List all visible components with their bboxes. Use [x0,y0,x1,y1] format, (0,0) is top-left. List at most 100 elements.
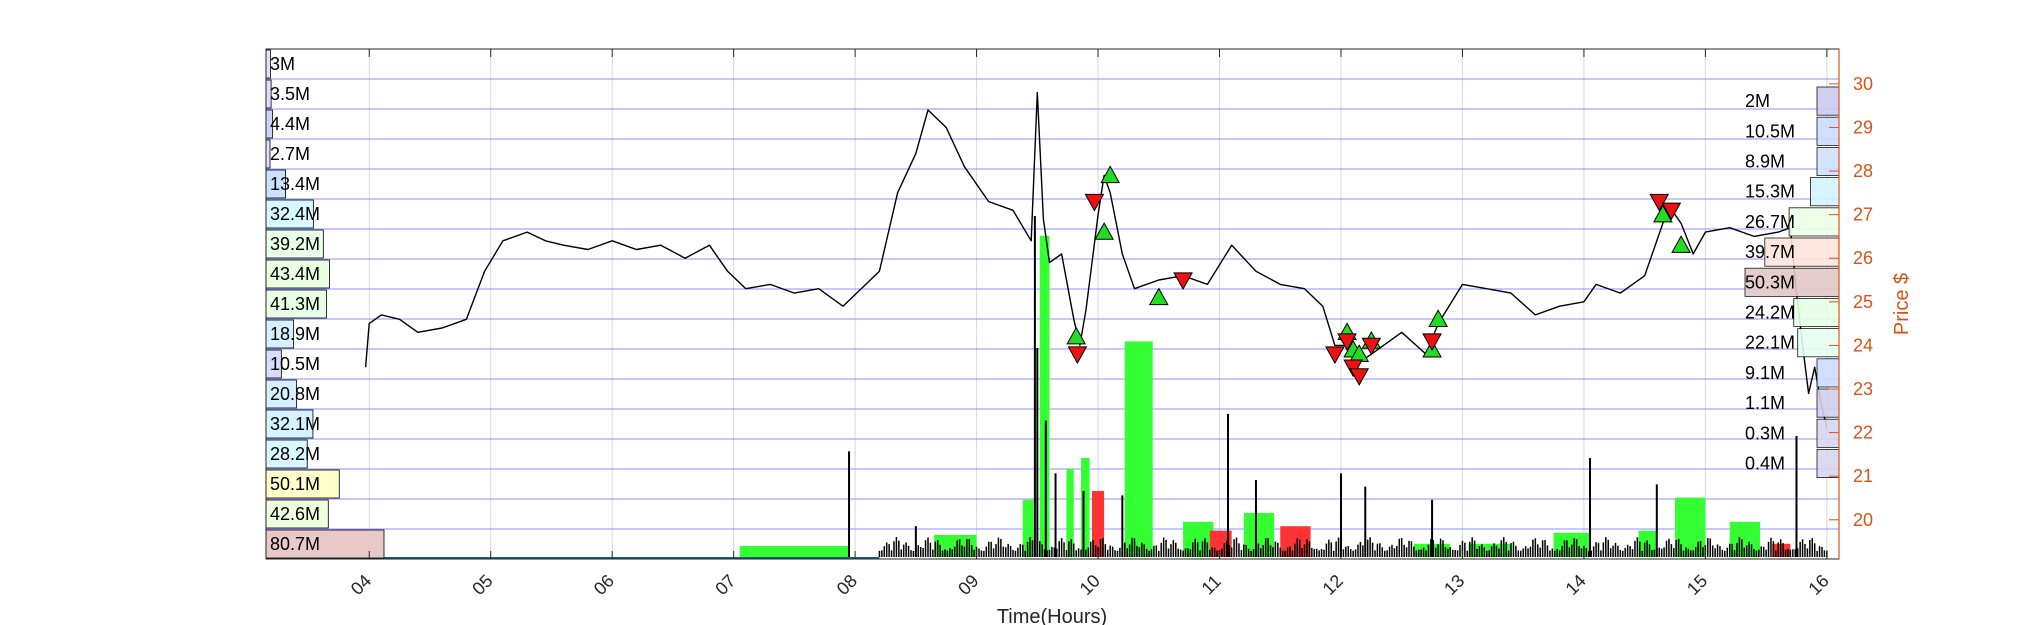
volume-profile-right-label: 24.2M [1745,303,1795,323]
price-series-line [364,91,1828,429]
volume-profile-right-bar [1810,177,1840,207]
x-tick-label: 04 [347,571,375,599]
x-tick-label: 12 [1319,571,1347,599]
sell-marker [1661,202,1682,221]
y-tick-label: 27 [1853,205,1873,225]
volume-profile-left-label: 39.2M [270,234,320,254]
volume-profile-left-label: 2.7M [270,144,310,164]
volume-bar [1081,458,1090,557]
y-axis-right: 20 21 22 23 24 25 26 27 28 29 30 [1829,49,1873,559]
volume-profile-right-label: 22.1M [1745,333,1795,353]
x-tick-label: 05 [468,571,496,599]
volume-profile-right-bar [1764,237,1840,267]
volume-profile-right-label: 0.4M [1745,454,1785,474]
volume-profile-left-label: 4.4M [270,114,310,134]
volume-profile-left-label: 20.8M [270,384,320,404]
y-axis-label: Price $ [1891,273,1913,335]
x-tick-label: 09 [954,571,982,599]
buy-marker [1148,287,1169,306]
volume-profile-left-bar [265,289,327,319]
volume-profile-left-label: 3.5M [270,84,310,104]
y-tick-label: 22 [1853,423,1873,443]
sell-marker [1067,346,1088,365]
y-tick-label: 25 [1853,292,1873,312]
volume-profile-left-label: 13.4M [270,174,320,194]
volume-profile-left-bar [265,229,324,259]
sell-marker [1173,272,1193,291]
buy-marker [1653,204,1673,223]
volume-profile-left-bar [265,469,340,499]
sell-marker [1649,193,1670,212]
volume-profile-left-label: 42.6M [270,504,320,524]
volume-profile-left-bar [265,259,330,289]
y-tick-label: 24 [1853,335,1873,355]
sell-marker [1361,337,1382,356]
volume-profile-right-bar [1816,388,1840,418]
sell-marker [1349,368,1370,386]
x-axis-label: Time(Hours) [997,606,1107,625]
volume-profile-right-bar [1797,328,1840,358]
volume-profile-right-bar [1788,207,1840,237]
y-tick-label: 30 [1853,74,1873,94]
volume-profile-right-bar [1793,297,1840,327]
sell-marker [1325,346,1345,365]
x-tick-label: 14 [1562,571,1590,599]
y-tick-label: 28 [1853,161,1873,181]
volume-profile-right-label: 39.7M [1745,242,1795,262]
x-tick-label: 10 [1076,571,1104,599]
volume-profile-right-label: 2M [1745,91,1770,111]
volume-profile-left-label: 32.4M [270,204,320,224]
price-line [364,91,1828,429]
volume-profile-left-bar [265,319,295,349]
y-tick-label: 23 [1853,379,1873,399]
volume-bars [266,216,1828,559]
volume-profile-left-bar [265,529,385,559]
buy-marker [1671,235,1691,253]
volume-bar [1039,235,1050,558]
volume-profile-right-label: 1.1M [1745,393,1785,413]
volume-profile-right-label: 9.1M [1745,363,1785,383]
buy-marker [1066,326,1087,345]
buy-marker [1100,165,1121,184]
y-tick-label: 29 [1853,117,1873,137]
sell-marker [1084,193,1105,212]
volume-profile-left-label: 41.3M [270,294,320,314]
volume-profile-left-label: 32.1M [270,414,320,434]
x-tick-label: 16 [1804,571,1832,599]
x-tick-label: 07 [711,571,739,599]
y-tick-label: 26 [1853,248,1873,268]
x-tick-label: 06 [590,571,618,599]
volume-profile-right-bar [1816,358,1840,388]
x-tick-label: 13 [1440,571,1468,599]
buy-marker [1094,222,1114,240]
volume-bar [1124,341,1153,557]
volume-profile-right-label: 10.5M [1745,121,1795,141]
volume-profile-right-label: 8.9M [1745,152,1785,172]
volume-profile-right-label: 15.3M [1745,182,1795,202]
volume-bar [739,546,850,557]
volume-profile-left-label: 43.4M [270,264,320,284]
x-tick-label: 15 [1683,571,1711,599]
volume-profile-left-label: 28.2M [270,444,320,464]
volume-profile-right-bar [1744,267,1840,297]
volume-profile-right-label: 26.7M [1745,212,1795,232]
sell-marker [1343,359,1363,378]
volume-profile-left-label: 3M [270,54,295,74]
y-tick-label: 21 [1853,466,1873,486]
volume-profile-left-label: 50.1M [270,474,320,494]
volume-bar [1066,469,1074,557]
sell-marker [1422,333,1442,352]
volume-profile-right-bar [1816,116,1840,146]
volume-profile-right-bar [1816,86,1840,116]
plot-background [266,49,1839,559]
volume-profile-left-label: 10.5M [270,354,320,374]
volume-profile-right-label: 0.3M [1745,423,1785,443]
volume-profile-left-label: 80.7M [270,534,320,554]
x-tick-label: 08 [833,571,861,599]
volume-profile-right-bar [1816,418,1840,448]
volume-profile-left-bar [265,499,329,529]
volume-profile-left: 3M 3.5M 4.4M 2.7M 13.4M 32.4M 39.2M 43.4M 41.3M 1… [265,49,385,559]
volume-profile-left-label: 18.9M [270,324,320,344]
volume-profile-right-bar [1816,448,1840,478]
